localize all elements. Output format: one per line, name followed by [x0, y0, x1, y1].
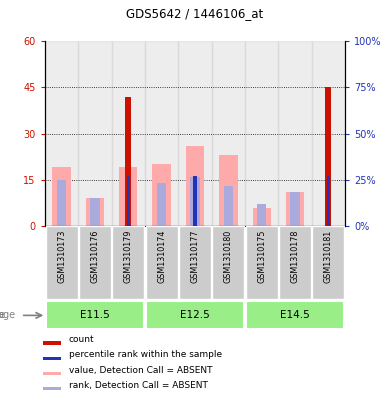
- FancyBboxPatch shape: [246, 301, 344, 329]
- Bar: [245, 41, 278, 226]
- Bar: [127, 176, 130, 226]
- Text: GSM1310173: GSM1310173: [57, 230, 66, 283]
- FancyBboxPatch shape: [312, 226, 344, 299]
- Bar: [186, 146, 204, 226]
- FancyBboxPatch shape: [246, 226, 278, 299]
- Bar: [190, 177, 200, 226]
- Bar: [312, 41, 345, 226]
- Bar: [86, 198, 104, 226]
- Bar: [52, 167, 71, 226]
- Bar: [224, 186, 233, 226]
- Bar: [112, 41, 145, 226]
- FancyBboxPatch shape: [46, 301, 144, 329]
- FancyBboxPatch shape: [279, 226, 311, 299]
- Bar: [193, 176, 197, 226]
- Bar: [253, 208, 271, 226]
- Text: GSM1310181: GSM1310181: [324, 230, 333, 283]
- Bar: [157, 183, 166, 226]
- Text: age: age: [0, 310, 16, 320]
- Text: value, Detection Call = ABSENT: value, Detection Call = ABSENT: [69, 365, 212, 375]
- Text: E12.5: E12.5: [180, 310, 210, 320]
- Text: GDS5642 / 1446106_at: GDS5642 / 1446106_at: [126, 7, 264, 20]
- Text: E14.5: E14.5: [280, 310, 310, 320]
- Bar: [326, 87, 332, 226]
- Bar: [212, 41, 245, 226]
- Bar: [286, 192, 304, 226]
- Text: E11.5: E11.5: [80, 310, 110, 320]
- Bar: [327, 176, 330, 226]
- FancyBboxPatch shape: [46, 226, 78, 299]
- Bar: [291, 192, 300, 226]
- Bar: [145, 41, 178, 226]
- Bar: [278, 41, 312, 226]
- Bar: [43, 342, 61, 345]
- Text: GSM1310180: GSM1310180: [224, 230, 233, 283]
- Bar: [43, 372, 61, 375]
- Bar: [178, 41, 212, 226]
- FancyBboxPatch shape: [145, 301, 245, 329]
- Bar: [125, 97, 131, 226]
- Bar: [78, 41, 112, 226]
- Text: rank, Detection Call = ABSENT: rank, Detection Call = ABSENT: [69, 381, 207, 390]
- Text: GSM1310178: GSM1310178: [291, 230, 300, 283]
- Bar: [257, 204, 266, 226]
- Text: age: age: [0, 310, 6, 320]
- FancyBboxPatch shape: [145, 226, 178, 299]
- Text: GSM1310176: GSM1310176: [90, 230, 99, 283]
- Bar: [43, 356, 61, 360]
- Bar: [57, 180, 66, 226]
- Bar: [43, 387, 61, 390]
- Text: GSM1310177: GSM1310177: [190, 230, 200, 283]
- Bar: [219, 155, 238, 226]
- Text: GSM1310174: GSM1310174: [157, 230, 166, 283]
- Bar: [45, 41, 78, 226]
- FancyBboxPatch shape: [112, 226, 144, 299]
- FancyBboxPatch shape: [79, 226, 111, 299]
- Bar: [119, 167, 137, 226]
- Text: GSM1310175: GSM1310175: [257, 230, 266, 283]
- Bar: [152, 164, 171, 226]
- Text: GSM1310179: GSM1310179: [124, 230, 133, 283]
- Text: count: count: [69, 335, 94, 344]
- Bar: [90, 198, 99, 226]
- FancyBboxPatch shape: [179, 226, 211, 299]
- Text: percentile rank within the sample: percentile rank within the sample: [69, 351, 222, 360]
- FancyBboxPatch shape: [212, 226, 245, 299]
